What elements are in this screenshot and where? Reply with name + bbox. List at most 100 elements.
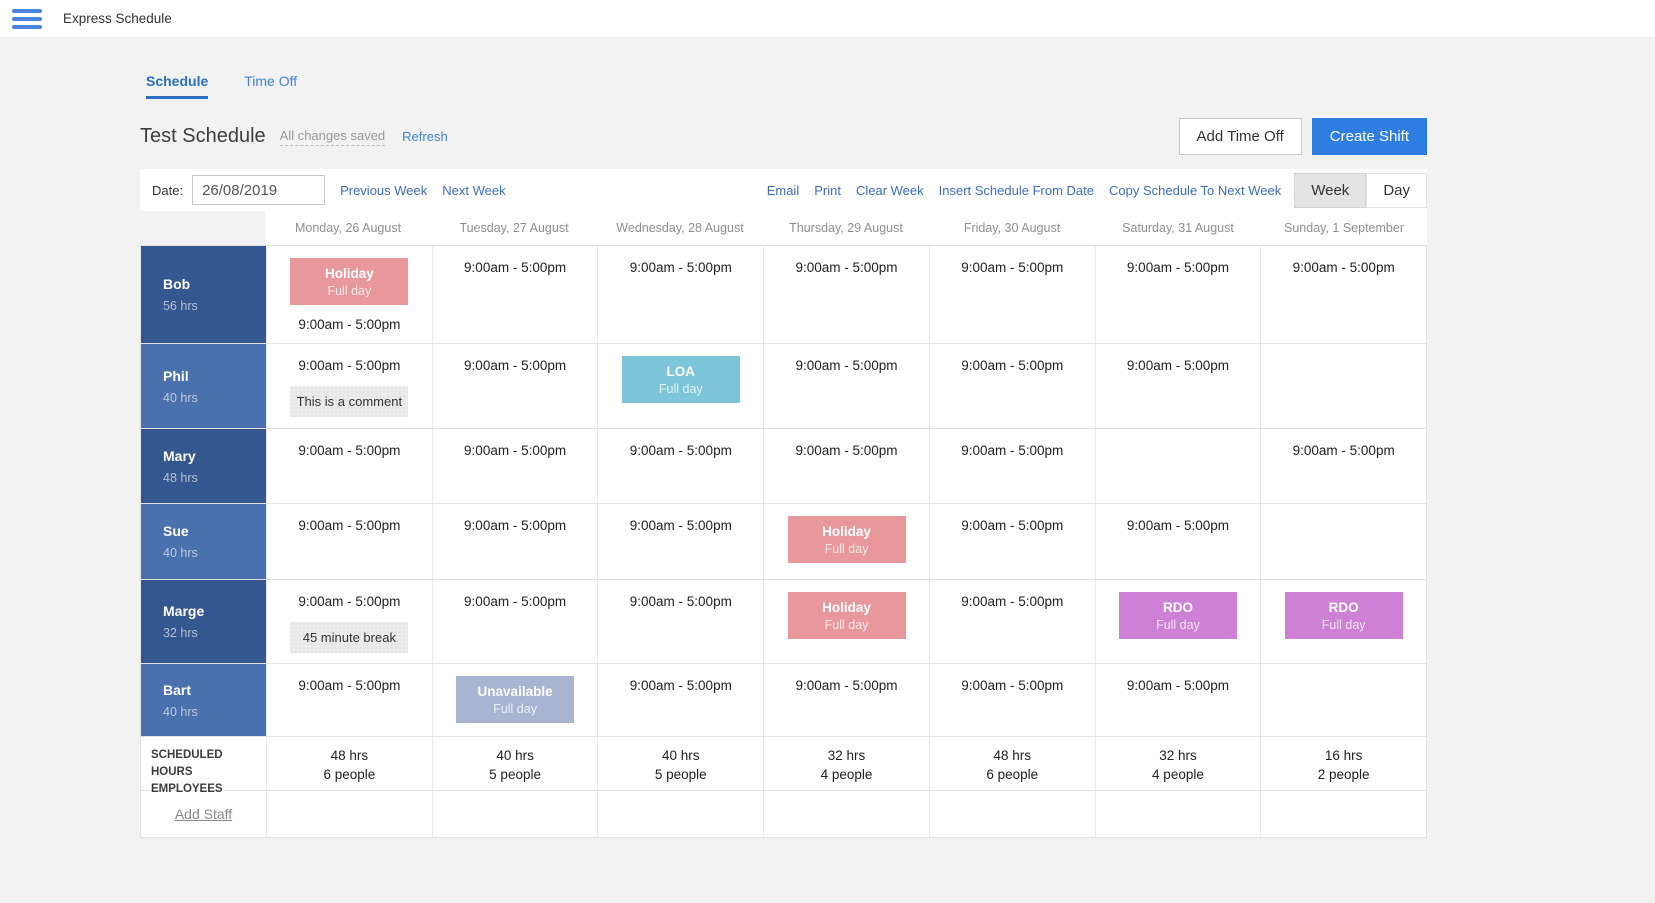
schedule-cell[interactable]: 9:00am - 5:00pm <box>1260 246 1426 343</box>
shift-time[interactable]: 9:00am - 5:00pm <box>795 443 898 458</box>
schedule-cell[interactable]: 9:00am - 5:00pm <box>597 664 763 736</box>
employee-name-cell[interactable]: Mary 48 hrs <box>141 429 266 503</box>
schedule-cell[interactable]: 9:00am - 5:00pm <box>928 246 1095 343</box>
shift-time[interactable]: 9:00am - 5:00pm <box>1292 443 1395 458</box>
add-staff-link[interactable]: Add Staff <box>174 806 233 822</box>
schedule-cell[interactable] <box>1260 504 1426 579</box>
shift-time[interactable]: 9:00am - 5:00pm <box>629 594 732 609</box>
shift-time[interactable]: 9:00am - 5:00pm <box>961 358 1064 373</box>
schedule-cell[interactable]: 9:00am - 5:00pm This is a comment <box>266 344 432 428</box>
previous-week-link[interactable]: Previous Week <box>340 182 428 198</box>
tab-time-off[interactable]: Time Off <box>244 73 298 89</box>
schedule-cell[interactable]: 9:00am - 5:00pm <box>763 429 929 503</box>
shift-time[interactable]: 9:00am - 5:00pm <box>1292 260 1395 275</box>
shift-time[interactable]: 9:00am - 5:00pm <box>629 678 732 693</box>
schedule-cell[interactable]: 9:00am - 5:00pm <box>431 344 598 428</box>
employee-name-cell[interactable]: Sue 40 hrs <box>141 504 266 579</box>
unavailable-badge[interactable]: Unavailable Full day <box>456 676 575 723</box>
shift-time[interactable]: 9:00am - 5:00pm <box>961 678 1064 693</box>
shift-time[interactable]: 9:00am - 5:00pm <box>1126 518 1229 533</box>
schedule-cell[interactable]: 9:00am - 5:00pm <box>597 580 763 663</box>
schedule-cell[interactable]: 9:00am - 5:00pm <box>763 246 929 343</box>
schedule-cell[interactable]: 9:00am - 5:00pm <box>266 664 432 736</box>
schedule-cell[interactable]: 9:00am - 5:00pm <box>928 504 1095 579</box>
shift-time[interactable]: 9:00am - 5:00pm <box>298 443 401 458</box>
shift-time[interactable]: 9:00am - 5:00pm <box>464 518 567 533</box>
schedule-cell[interactable]: 9:00am - 5:00pm <box>597 246 763 343</box>
shift-time[interactable]: 9:00am - 5:00pm <box>795 678 898 693</box>
action-link-clear-week[interactable]: Clear Week <box>855 182 924 198</box>
schedule-cell[interactable]: 9:00am - 5:00pm <box>597 429 763 503</box>
employee-name-cell[interactable]: Bob 56 hrs <box>141 246 266 343</box>
shift-time[interactable]: 9:00am - 5:00pm <box>298 358 401 373</box>
schedule-cell[interactable]: 9:00am - 5:00pm <box>266 504 432 579</box>
action-link-insert-schedule-from-date[interactable]: Insert Schedule From Date <box>938 182 1094 198</box>
date-input[interactable] <box>192 175 326 205</box>
schedule-cell[interactable]: RDO Full day <box>1094 580 1261 663</box>
holiday-badge[interactable]: Holiday Full day <box>787 516 906 563</box>
shift-time[interactable]: 9:00am - 5:00pm <box>629 518 732 533</box>
shift-time[interactable]: 9:00am - 5:00pm <box>961 594 1064 609</box>
shift-time[interactable]: 9:00am - 5:00pm <box>298 594 401 609</box>
add-time-off-button[interactable]: Add Time Off <box>1178 118 1302 155</box>
schedule-cell[interactable]: 9:00am - 5:00pm <box>763 344 929 428</box>
shift-time[interactable]: 9:00am - 5:00pm <box>464 594 567 609</box>
rdo-badge[interactable]: RDO Full day <box>1284 592 1403 639</box>
action-link-email[interactable]: Email <box>766 182 800 198</box>
refresh-link[interactable]: Refresh <box>402 129 448 144</box>
shift-time[interactable]: 9:00am - 5:00pm <box>464 358 567 373</box>
shift-time[interactable]: 9:00am - 5:00pm <box>1126 260 1229 275</box>
schedule-cell[interactable]: Holiday Full day <box>763 504 929 579</box>
schedule-cell[interactable]: 9:00am - 5:00pm <box>597 504 763 579</box>
shift-time[interactable]: 9:00am - 5:00pm <box>1126 678 1229 693</box>
schedule-cell[interactable]: 9:00am - 5:00pm <box>1094 344 1261 428</box>
employee-name-cell[interactable]: Marge 32 hrs <box>141 580 266 663</box>
schedule-cell[interactable]: 9:00am - 5:00pm <box>928 429 1095 503</box>
schedule-cell[interactable]: 9:00am - 5:00pm <box>1260 429 1426 503</box>
schedule-cell[interactable]: LOA Full day <box>597 344 763 428</box>
shift-time[interactable]: 9:00am - 5:00pm <box>961 518 1064 533</box>
shift-time[interactable]: 9:00am - 5:00pm <box>298 678 401 693</box>
schedule-cell[interactable]: RDO Full day <box>1260 580 1426 663</box>
next-week-link[interactable]: Next Week <box>442 182 506 198</box>
tab-schedule[interactable]: Schedule <box>146 73 209 99</box>
schedule-cell[interactable]: 9:00am - 5:00pm <box>1094 246 1261 343</box>
schedule-cell[interactable]: 9:00am - 5:00pm <box>928 580 1095 663</box>
shift-time[interactable]: 9:00am - 5:00pm <box>298 317 401 332</box>
schedule-cell[interactable] <box>1260 664 1426 736</box>
view-day-button[interactable]: Day <box>1366 172 1427 208</box>
schedule-cell[interactable]: 9:00am - 5:00pm <box>928 664 1095 736</box>
shift-time[interactable]: 9:00am - 5:00pm <box>1126 358 1229 373</box>
schedule-cell[interactable]: 9:00am - 5:00pm 45 minute break <box>266 580 432 663</box>
schedule-cell[interactable] <box>1094 429 1261 503</box>
employee-name-cell[interactable]: Phil 40 hrs <box>141 344 266 428</box>
schedule-cell[interactable]: 9:00am - 5:00pm <box>431 580 598 663</box>
loa-badge[interactable]: LOA Full day <box>621 356 740 403</box>
shift-time[interactable]: 9:00am - 5:00pm <box>298 518 401 533</box>
rdo-badge[interactable]: RDO Full day <box>1118 592 1237 639</box>
schedule-cell[interactable]: 9:00am - 5:00pm <box>1094 664 1261 736</box>
schedule-cell[interactable]: 9:00am - 5:00pm <box>266 429 432 503</box>
schedule-cell[interactable]: Holiday Full day 9:00am - 5:00pm <box>266 246 432 343</box>
schedule-cell[interactable]: 9:00am - 5:00pm <box>763 664 929 736</box>
create-shift-button[interactable]: Create Shift <box>1311 118 1427 155</box>
employee-name-cell[interactable]: Bart 40 hrs <box>141 664 266 736</box>
shift-time[interactable]: 9:00am - 5:00pm <box>464 443 567 458</box>
schedule-cell[interactable]: 9:00am - 5:00pm <box>928 344 1095 428</box>
action-link-print[interactable]: Print <box>814 182 841 198</box>
shift-time[interactable]: 9:00am - 5:00pm <box>464 260 567 275</box>
shift-time[interactable]: 9:00am - 5:00pm <box>795 358 898 373</box>
shift-time[interactable]: 9:00am - 5:00pm <box>629 443 732 458</box>
holiday-badge[interactable]: Holiday Full day <box>787 592 906 639</box>
schedule-cell[interactable]: 9:00am - 5:00pm <box>1094 504 1261 579</box>
schedule-cell[interactable]: Unavailable Full day <box>431 664 598 736</box>
schedule-cell[interactable]: 9:00am - 5:00pm <box>431 504 598 579</box>
shift-time[interactable]: 9:00am - 5:00pm <box>795 260 898 275</box>
schedule-cell[interactable]: 9:00am - 5:00pm <box>431 246 598 343</box>
hamburger-menu-icon[interactable] <box>12 8 42 29</box>
shift-time[interactable]: 9:00am - 5:00pm <box>961 260 1064 275</box>
action-link-copy-schedule-to-next-week[interactable]: Copy Schedule To Next Week <box>1109 182 1282 198</box>
holiday-badge[interactable]: Holiday Full day <box>290 258 409 305</box>
shift-time[interactable]: 9:00am - 5:00pm <box>629 260 732 275</box>
view-week-button[interactable]: Week <box>1294 172 1367 208</box>
